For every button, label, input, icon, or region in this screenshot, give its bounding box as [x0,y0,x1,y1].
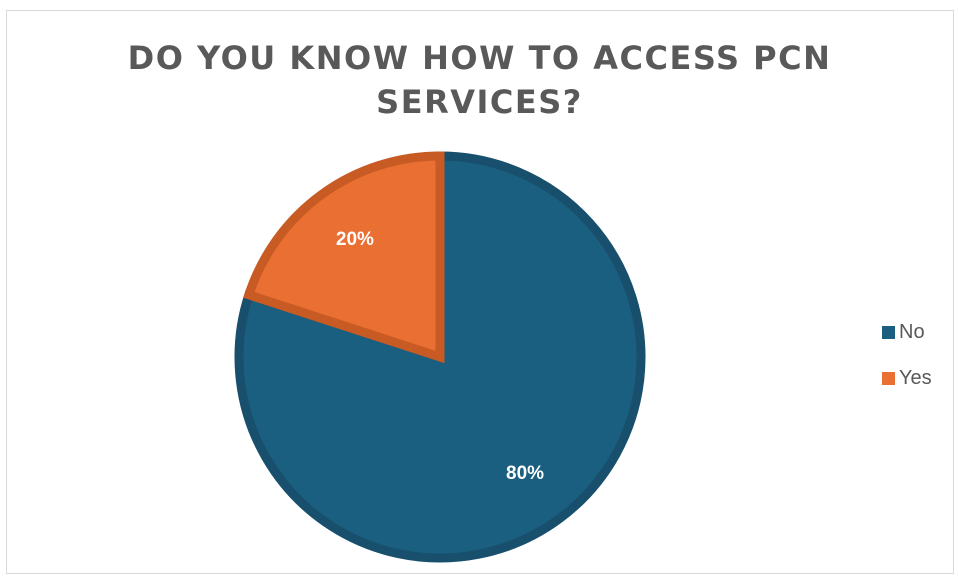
legend-item-yes: Yes [882,366,932,390]
legend-item-no: No [882,320,932,344]
pie-data-labels: 80% 20% [336,229,544,484]
legend-swatch-no [882,325,895,339]
pie-slice-yes [243,151,445,364]
legend-label-no: No [899,320,925,343]
chart-title: DO YOU KNOW HOW TO ACCESS PCN SERVICES? [0,36,959,124]
chart-title-line-1: DO YOU KNOW HOW TO ACCESS PCN [127,39,832,77]
pie-slices [234,151,646,563]
chart-title-line-2: SERVICES? [376,83,583,121]
legend-label-yes: Yes [899,366,932,389]
legend: No Yes [882,320,932,412]
data-label-no: 80% [506,463,544,484]
data-label-yes: 20% [336,229,374,250]
legend-swatch-yes [882,371,895,385]
